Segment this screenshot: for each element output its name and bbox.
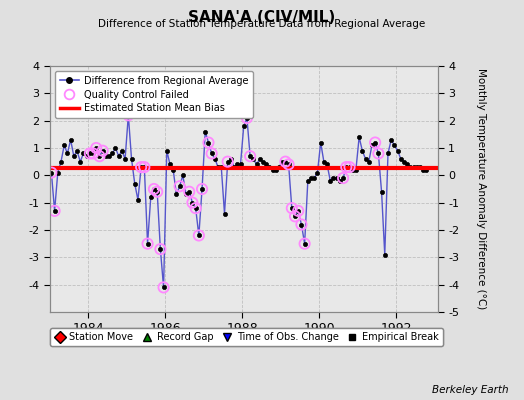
- Point: [204, 139, 213, 146]
- Point: [281, 158, 290, 165]
- Point: [150, 186, 158, 192]
- Text: Difference of Station Temperature Data from Regional Average: Difference of Station Temperature Data f…: [99, 19, 425, 29]
- Point: [95, 153, 104, 159]
- Point: [285, 161, 293, 168]
- Point: [144, 240, 152, 247]
- Legend: Difference from Regional Average, Quality Control Failed, Estimated Station Mean: Difference from Regional Average, Qualit…: [54, 71, 253, 118]
- Point: [224, 158, 232, 165]
- Point: [124, 112, 133, 118]
- Point: [47, 170, 56, 176]
- Point: [374, 150, 383, 157]
- Point: [140, 164, 148, 170]
- Point: [300, 240, 309, 247]
- Point: [294, 208, 302, 214]
- Point: [288, 205, 296, 211]
- Point: [99, 148, 107, 154]
- Point: [137, 164, 145, 170]
- Point: [89, 150, 97, 157]
- Point: [345, 164, 354, 170]
- Point: [371, 139, 379, 146]
- Point: [85, 150, 94, 157]
- Text: Berkeley Earth: Berkeley Earth: [432, 385, 508, 395]
- Point: [176, 183, 184, 190]
- Point: [339, 175, 347, 181]
- Point: [50, 208, 59, 214]
- Point: [188, 200, 196, 206]
- Text: SANA'A (CIV/MIL): SANA'A (CIV/MIL): [188, 10, 336, 25]
- Legend: Station Move, Record Gap, Time of Obs. Change, Empirical Break: Station Move, Record Gap, Time of Obs. C…: [50, 328, 443, 346]
- Point: [198, 186, 206, 192]
- Point: [246, 153, 254, 159]
- Point: [342, 164, 351, 170]
- Point: [297, 221, 305, 228]
- Point: [185, 188, 193, 195]
- Point: [92, 145, 101, 151]
- Point: [291, 213, 299, 220]
- Y-axis label: Monthly Temperature Anomaly Difference (°C): Monthly Temperature Anomaly Difference (…: [476, 68, 486, 310]
- Point: [153, 188, 161, 195]
- Point: [243, 115, 251, 121]
- Point: [191, 205, 200, 211]
- Point: [208, 150, 216, 157]
- Point: [159, 284, 168, 290]
- Point: [194, 232, 203, 239]
- Point: [156, 246, 165, 252]
